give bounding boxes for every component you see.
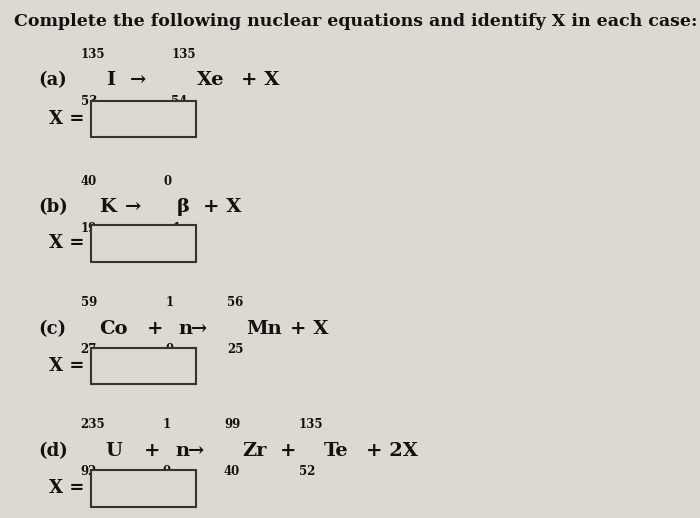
Text: Co: Co: [99, 320, 127, 338]
Text: + 2X: + 2X: [366, 442, 418, 459]
Text: 135: 135: [80, 48, 105, 61]
Text: →: →: [125, 198, 141, 216]
Text: −1: −1: [164, 222, 182, 235]
Text: + X: + X: [290, 320, 329, 338]
Text: 235: 235: [80, 418, 105, 431]
Text: 92: 92: [80, 465, 97, 478]
Text: →: →: [130, 71, 146, 89]
Text: β: β: [176, 198, 190, 216]
Text: Zr: Zr: [242, 442, 267, 459]
Bar: [91, 348, 196, 384]
Text: Te: Te: [324, 442, 349, 459]
Text: U: U: [106, 442, 122, 459]
Text: + X: + X: [241, 71, 280, 89]
Text: 0: 0: [164, 175, 172, 188]
Text: X =: X =: [48, 235, 84, 252]
Text: K: K: [99, 198, 116, 216]
Text: X =: X =: [48, 110, 84, 128]
Text: 59: 59: [80, 296, 97, 309]
Text: 52: 52: [299, 465, 315, 478]
Text: 40: 40: [80, 175, 97, 188]
Bar: [91, 101, 196, 137]
Text: 135: 135: [299, 418, 323, 431]
Text: +: +: [144, 442, 160, 459]
Text: (b): (b): [38, 198, 69, 216]
Text: I: I: [106, 71, 115, 89]
Text: 19: 19: [80, 222, 97, 235]
Text: (c): (c): [38, 320, 66, 338]
Text: +: +: [280, 442, 297, 459]
Bar: [91, 225, 196, 262]
Text: (a): (a): [38, 71, 67, 89]
Text: 56: 56: [228, 296, 244, 309]
Text: 27: 27: [80, 343, 97, 356]
Text: 25: 25: [228, 343, 244, 356]
Text: (d): (d): [38, 442, 69, 459]
Text: n: n: [178, 320, 192, 338]
Text: Mn: Mn: [246, 320, 281, 338]
Text: 99: 99: [224, 418, 240, 431]
Text: 54: 54: [172, 95, 188, 108]
Text: →: →: [188, 442, 204, 459]
Text: n: n: [175, 442, 189, 459]
Text: +: +: [147, 320, 164, 338]
Text: 135: 135: [172, 48, 196, 61]
Bar: [91, 470, 196, 507]
Text: 53: 53: [80, 95, 97, 108]
Text: 1: 1: [162, 418, 171, 431]
Text: 0: 0: [162, 465, 171, 478]
Text: 40: 40: [224, 465, 240, 478]
Text: + X: + X: [203, 198, 242, 216]
Text: 0: 0: [166, 343, 174, 356]
Text: Xe: Xe: [197, 71, 224, 89]
Text: 1: 1: [166, 296, 174, 309]
Text: X =: X =: [48, 480, 84, 497]
Text: Complete the following nuclear equations and identify X in each case:: Complete the following nuclear equations…: [14, 13, 697, 30]
Text: →: →: [190, 320, 206, 338]
Text: X =: X =: [48, 357, 84, 375]
